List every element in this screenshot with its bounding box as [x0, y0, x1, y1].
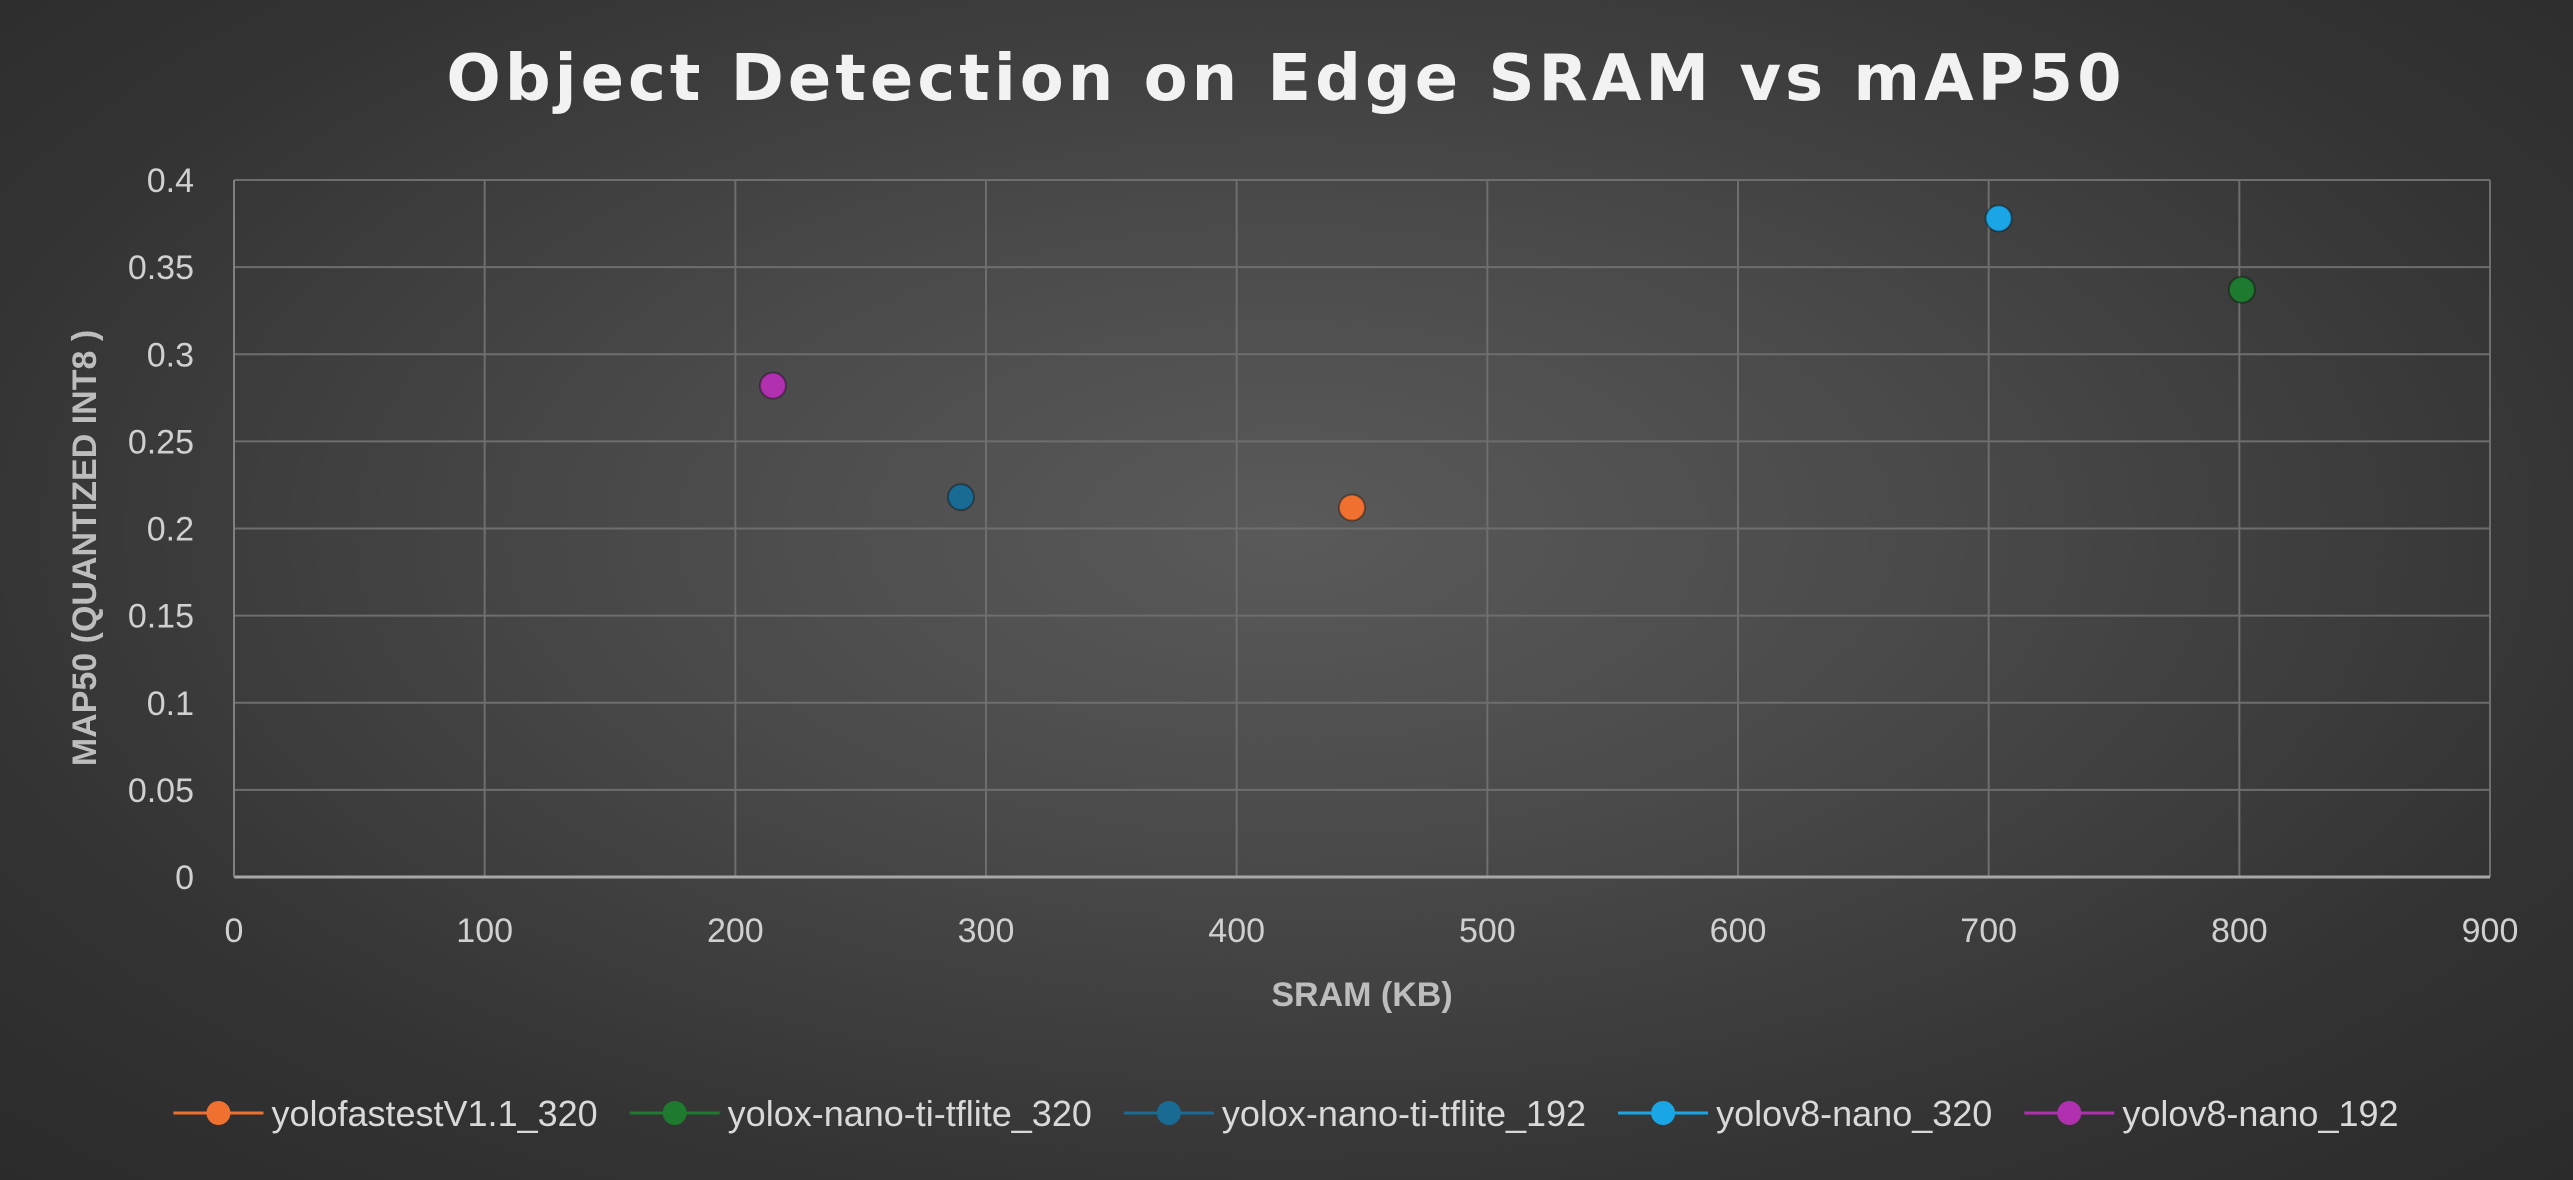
legend-marker	[1156, 1101, 1181, 1125]
legend-marker	[662, 1101, 687, 1125]
y-tick-label: 0.4	[147, 162, 194, 200]
legend-item: yolox-nano-ti-tflite_192	[1123, 1093, 1586, 1134]
x-tick-label: 900	[2462, 912, 2519, 950]
y-tick-label: 0.1	[147, 685, 194, 723]
legend-item: yolofastestV1.1_320	[173, 1093, 598, 1134]
y-tick-label: 0.3	[147, 336, 194, 374]
y-tick-label: 0.2	[147, 511, 194, 549]
y-tick-label: 0.15	[128, 598, 194, 636]
legend-label: yolov8-nano_192	[2122, 1093, 2398, 1134]
x-tick-label: 400	[1208, 912, 1265, 950]
data-point-yolox-nano-ti-tflite_320	[2227, 275, 2256, 304]
legend-label: yolox-nano-ti-tflite_320	[728, 1093, 1092, 1134]
x-tick-label: 800	[2211, 912, 2268, 950]
y-tick-label: 0	[175, 859, 194, 897]
x-tick-labels: 0 100 200 300 400 500 600 700 800 900	[225, 912, 2519, 950]
legend-label: yolofastestV1.1_320	[271, 1093, 597, 1134]
data-point-yolov8-nano_192	[758, 371, 787, 400]
x-tick-label: 600	[1710, 912, 1767, 950]
legend-marker	[2057, 1101, 2082, 1125]
legend-item: yolov8-nano_320	[1618, 1093, 1992, 1134]
x-tick-label: 100	[456, 912, 513, 950]
legend: yolofastestV1.1_320 yolox-nano-ti-tflite_…	[173, 1093, 2399, 1134]
y-tick-label: 0.05	[128, 772, 194, 810]
data-point-yolofastestV1.1_320	[1337, 493, 1366, 522]
y-tick-label: 0.25	[128, 423, 194, 461]
legend-label: yolov8-nano_320	[1716, 1093, 1992, 1134]
y-tick-label: 0.35	[128, 249, 194, 287]
data-points	[758, 204, 2256, 522]
data-point-yolox-nano-ti-tflite_192	[946, 483, 975, 512]
axes	[233, 180, 2490, 879]
legend-label: yolox-nano-ti-tflite_192	[1222, 1093, 1586, 1134]
legend-item: yolov8-nano_192	[2024, 1093, 2399, 1134]
y-tick-labels: 0 0.05 0.1 0.15 0.2 0.25 0.3 0.35 0.4	[128, 162, 194, 897]
x-axis-title: SRAM (KB)	[1271, 976, 1452, 1014]
legend-marker	[206, 1101, 231, 1125]
x-tick-label: 700	[1960, 912, 2017, 950]
x-tick-label: 0	[225, 912, 244, 950]
x-tick-label: 500	[1459, 912, 1516, 950]
grid-lines	[234, 179, 2491, 877]
x-tick-label: 200	[707, 912, 764, 950]
legend-marker	[1651, 1101, 1676, 1125]
chart-title: Object Detection on Edge SRAM vs mAP50	[446, 42, 2125, 116]
legend-item: yolox-nano-ti-tflite_320	[629, 1093, 1092, 1134]
x-tick-label: 300	[958, 912, 1015, 950]
y-axis-title: MAP50 (QUANTIZED INT8 )	[66, 330, 104, 766]
data-point-yolov8-nano_320	[1984, 204, 2013, 233]
